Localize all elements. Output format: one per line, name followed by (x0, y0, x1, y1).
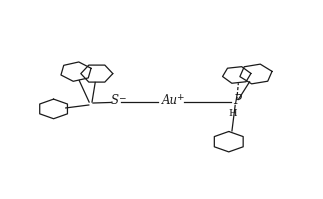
Text: Au: Au (162, 94, 178, 107)
Text: +: + (176, 93, 183, 102)
Text: −: − (118, 93, 126, 102)
Text: S: S (111, 94, 119, 107)
Text: H: H (229, 109, 237, 118)
Text: P: P (233, 94, 241, 107)
